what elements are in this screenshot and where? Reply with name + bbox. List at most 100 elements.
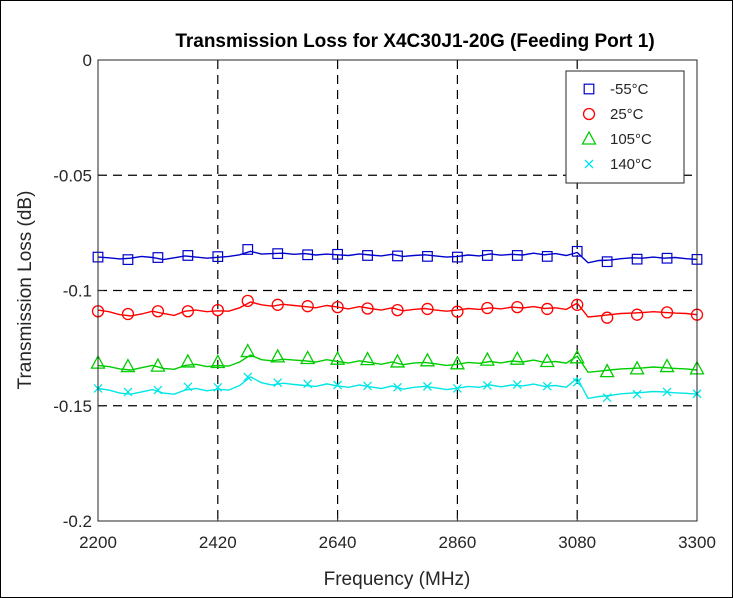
- x-tick-label: 2860: [438, 533, 476, 552]
- y-tick-label: -0.2: [63, 512, 92, 531]
- data-point: [363, 381, 373, 391]
- data-point: [482, 381, 492, 390]
- data-point: [541, 250, 553, 262]
- data-point: [241, 294, 254, 308]
- data-point: [481, 301, 494, 315]
- data-point: [419, 352, 436, 367]
- data-point: [180, 353, 196, 368]
- data-point: [393, 382, 402, 392]
- legend-label: 105°C: [610, 131, 652, 148]
- legend-marker: [581, 130, 597, 145]
- y-axis-label: Transmission Loss (dB): [15, 191, 36, 390]
- data-point: [571, 245, 583, 257]
- legend-marker: [583, 83, 595, 95]
- data-point: [542, 381, 552, 391]
- data-point: [121, 307, 135, 321]
- y-tick-label: -0.15: [53, 397, 92, 416]
- data-point: [272, 248, 284, 260]
- series-0: [92, 244, 703, 268]
- x-tick-label: 2200: [79, 533, 117, 552]
- series-1: [91, 294, 704, 324]
- y-tick-label: -0.1: [63, 282, 92, 301]
- data-point: [509, 350, 525, 365]
- x-tick-label: 2420: [199, 533, 237, 552]
- data-point: [511, 300, 524, 314]
- data-point: [571, 298, 584, 311]
- data-point: [632, 389, 642, 399]
- data-point: [301, 300, 314, 313]
- data-point: [300, 350, 316, 365]
- data-point: [511, 250, 523, 261]
- legend-marker: [584, 159, 594, 169]
- data-point: [182, 250, 194, 261]
- data-point: [599, 363, 615, 378]
- data-point: [271, 298, 284, 311]
- x-axis-label: Frequency (MHz): [324, 569, 471, 590]
- data-point: [333, 380, 343, 390]
- data-point: [449, 355, 465, 370]
- data-point: [629, 360, 645, 375]
- data-point: [151, 305, 165, 318]
- data-point: [243, 372, 253, 382]
- data-point: [661, 252, 673, 264]
- series-line: [97, 354, 698, 374]
- legend-label: 25°C: [610, 106, 644, 123]
- series-line: [97, 301, 698, 318]
- data-point: [452, 384, 462, 393]
- data-point: [332, 248, 343, 260]
- data-point: [569, 349, 585, 364]
- data-point: [153, 385, 163, 395]
- data-point: [362, 250, 373, 261]
- legend-label: 140°C: [610, 156, 652, 173]
- data-point: [302, 249, 314, 261]
- data-point: [512, 380, 522, 390]
- data-point: [303, 379, 313, 389]
- x-tick-label: 2640: [319, 533, 357, 552]
- data-point: [392, 250, 403, 262]
- data-point: [273, 378, 283, 388]
- axis-ticks: 2200 2420 2640 2860 3080 3300 0 -0.05 -0.1 -0.15 -…: [53, 51, 716, 552]
- data-point: [422, 250, 433, 262]
- data-point: [572, 377, 582, 387]
- data-point: [183, 382, 193, 392]
- data-point: [422, 381, 432, 391]
- data-point: [330, 350, 346, 365]
- data-point: [331, 300, 344, 314]
- series-layer: [90, 244, 705, 403]
- data-point: [541, 302, 554, 316]
- data-point: [451, 305, 464, 318]
- data-point: [123, 387, 133, 397]
- data-point: [242, 244, 254, 255]
- data-point: [601, 311, 614, 324]
- chart-title: Transmission Loss for X4C30J1-20G (Feedi…: [175, 31, 654, 52]
- legend: -55°C 25°C 105°C 140°C: [565, 70, 685, 184]
- legend-box: [565, 70, 685, 184]
- series-2: [90, 343, 705, 378]
- data-point: [122, 254, 134, 266]
- data-point: [361, 302, 374, 315]
- y-tick-label: 0: [83, 51, 92, 70]
- legend-marker: [582, 107, 596, 121]
- legend-label: -55°C: [610, 81, 649, 98]
- data-point: [479, 351, 495, 366]
- data-point: [211, 303, 224, 317]
- data-point: [270, 348, 286, 363]
- data-point: [452, 251, 463, 263]
- data-point: [630, 308, 644, 321]
- data-point: [389, 353, 406, 368]
- data-point: [481, 250, 493, 261]
- data-point: [391, 303, 404, 317]
- data-point: [359, 351, 376, 366]
- data-point: [539, 353, 555, 368]
- x-tick-label: 3300: [678, 533, 716, 552]
- data-point: [660, 306, 674, 319]
- data-point: [240, 343, 256, 358]
- data-point: [602, 393, 612, 403]
- data-point: [631, 253, 643, 265]
- x-tick-label: 3080: [558, 533, 596, 552]
- data-point: [150, 357, 166, 372]
- data-point: [212, 251, 224, 263]
- data-point: [213, 382, 223, 392]
- data-point: [210, 354, 226, 369]
